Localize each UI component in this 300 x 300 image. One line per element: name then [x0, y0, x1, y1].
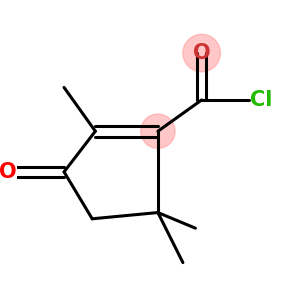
Text: Cl: Cl: [250, 90, 272, 110]
Circle shape: [141, 114, 175, 148]
Text: O: O: [0, 162, 16, 182]
Circle shape: [183, 34, 220, 72]
Text: O: O: [193, 43, 211, 63]
